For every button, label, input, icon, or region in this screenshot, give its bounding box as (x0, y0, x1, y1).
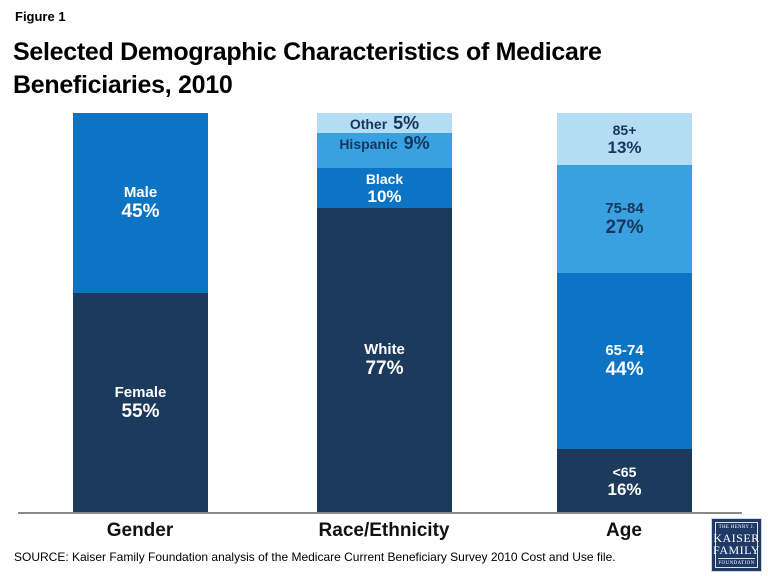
segment-85: 85+ 13% (557, 113, 692, 165)
segment-label: 85+ (612, 121, 637, 138)
segment-75-84: 75-84 27% (557, 165, 692, 273)
axis-category-race-ethnicity: Race/Ethnicity (318, 520, 450, 541)
segment-hispanic: Hispanic 9% (317, 132, 452, 169)
segment-white: White 77% (317, 208, 452, 513)
segment-black: Black 10% (317, 168, 452, 209)
kff-logo-text: KAISER (713, 530, 760, 545)
segment-other: Other 5% (317, 113, 452, 133)
segment-label: Black (365, 170, 404, 187)
kff-logo: THE HENRY J. KAISER FAMILY FOUNDATION (711, 518, 762, 572)
segment-label: Hispanic (339, 135, 398, 152)
bar-age: 85+ 13% 75-84 27% 65-74 44% <65 16% (557, 113, 692, 513)
segment-female: Female 55% (73, 293, 208, 513)
bar-gender: Male 45% Female 55% (73, 113, 208, 513)
segment-value: 9% (403, 132, 430, 153)
kff-logo-text: FOUNDATION (718, 557, 755, 567)
segment-label: Female (114, 383, 167, 401)
bar-race-ethnicity: Other 5% Hispanic 9% Black 10% White 77% (317, 113, 452, 513)
segment-label: Male (123, 183, 158, 201)
kff-logo-text: THE HENRY J. (718, 524, 755, 530)
axis-category-age: Age (606, 520, 642, 541)
segment-65: <65 16% (557, 449, 692, 513)
segment-male: Male 45% (73, 113, 208, 293)
segment-label: Other (349, 116, 388, 132)
source-note: SOURCE: Kaiser Family Foundation analysi… (14, 550, 616, 564)
segment-label: 65-74 (605, 341, 644, 359)
page-title: Selected Demographic Characteristics of … (13, 38, 602, 99)
segment-value: 77% (365, 358, 404, 380)
segment-value: 44% (605, 358, 644, 380)
kff-logo-text: FAMILY (713, 542, 760, 557)
axis-category-gender: Gender (106, 520, 174, 541)
segment-value: 55% (121, 400, 160, 422)
segment-65-74: 65-74 44% (557, 273, 692, 449)
figure-label: Figure 1 (15, 9, 66, 24)
segment-value: 13% (607, 137, 642, 157)
segment-label: <65 (612, 463, 637, 480)
segment-value: 5% (393, 113, 420, 133)
segment-value: 16% (607, 479, 642, 499)
segment-value: 45% (121, 200, 160, 222)
segment-label: 75-84 (605, 199, 644, 217)
kff-logo-frame: THE HENRY J. KAISER FAMILY FOUNDATION (713, 522, 760, 568)
segment-value: 10% (367, 186, 402, 206)
segment-value: 27% (605, 216, 644, 238)
x-axis-line (18, 512, 742, 514)
segment-label: White (364, 341, 405, 359)
